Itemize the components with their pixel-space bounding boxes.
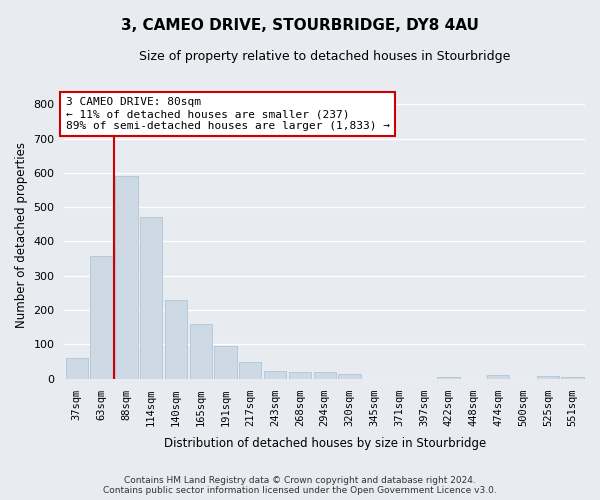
Bar — [289, 372, 311, 378]
Bar — [115, 176, 137, 378]
Bar — [487, 375, 509, 378]
X-axis label: Distribution of detached houses by size in Stourbridge: Distribution of detached houses by size … — [164, 437, 486, 450]
Bar — [239, 362, 262, 378]
Bar — [65, 358, 88, 378]
Text: 3 CAMEO DRIVE: 80sqm
← 11% of detached houses are smaller (237)
89% of semi-deta: 3 CAMEO DRIVE: 80sqm ← 11% of detached h… — [65, 98, 389, 130]
Bar — [562, 376, 584, 378]
Bar — [165, 300, 187, 378]
Bar — [338, 374, 361, 378]
Bar — [536, 376, 559, 378]
Bar — [140, 218, 163, 378]
Text: 3, CAMEO DRIVE, STOURBRIDGE, DY8 4AU: 3, CAMEO DRIVE, STOURBRIDGE, DY8 4AU — [121, 18, 479, 32]
Title: Size of property relative to detached houses in Stourbridge: Size of property relative to detached ho… — [139, 50, 511, 63]
Y-axis label: Number of detached properties: Number of detached properties — [15, 142, 28, 328]
Text: Contains HM Land Registry data © Crown copyright and database right 2024.
Contai: Contains HM Land Registry data © Crown c… — [103, 476, 497, 495]
Bar — [437, 377, 460, 378]
Bar — [264, 371, 286, 378]
Bar — [214, 346, 236, 378]
Bar — [91, 256, 113, 378]
Bar — [190, 324, 212, 378]
Bar — [314, 372, 336, 378]
